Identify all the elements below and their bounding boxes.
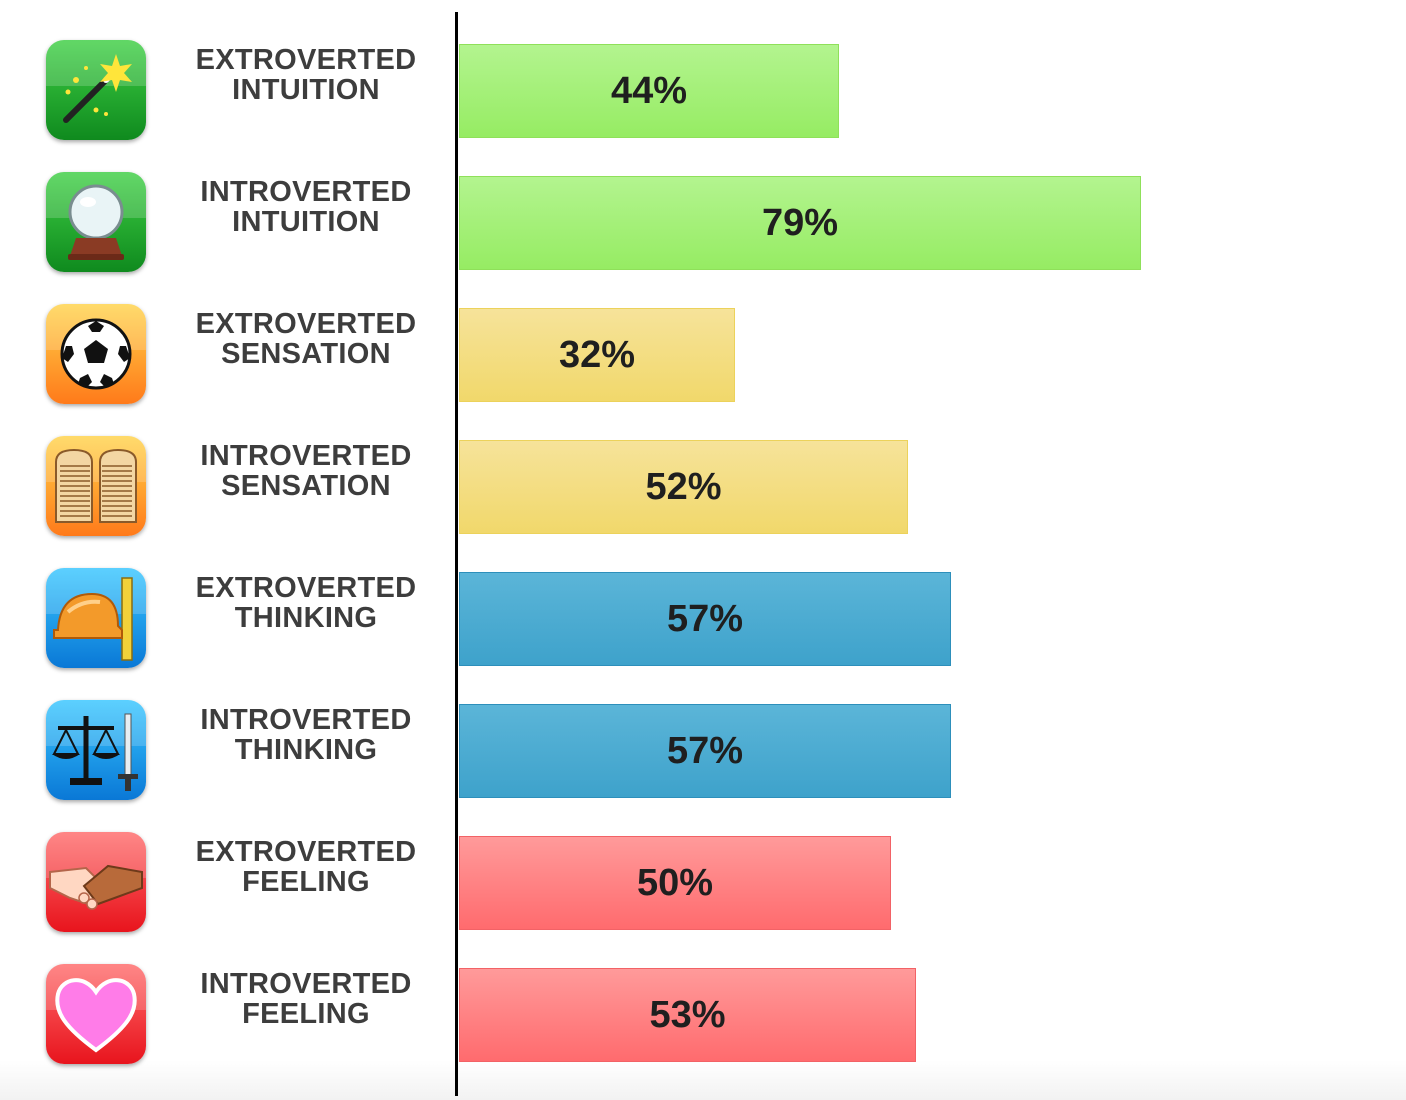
data-label: 57% [666, 729, 744, 772]
bar: 52% [459, 440, 908, 534]
category-label-line2: INTUITION [232, 206, 380, 238]
category-label: EXTROVERTED FEELING [166, 837, 446, 897]
data-label: 57% [666, 597, 744, 640]
bar: 57% [459, 704, 951, 798]
category-label-line1: INTROVERTED [200, 176, 412, 208]
stone-tablets-icon [46, 436, 146, 536]
category-label-line1: INTROVERTED [200, 968, 412, 1000]
category-label-line2: FEELING [242, 998, 370, 1030]
magic-wand-icon [46, 40, 146, 140]
scales-sword-icon [46, 700, 146, 800]
data-label: 79% [761, 201, 839, 244]
crystal-ball-icon [46, 172, 146, 272]
bar: 57% [459, 572, 951, 666]
category-label: INTROVERTED FEELING [166, 969, 446, 1029]
category-label-line1: EXTROVERTED [195, 836, 417, 868]
category-label-line1: EXTROVERTED [195, 572, 417, 604]
heart-icon [46, 964, 146, 1064]
axis-line [455, 12, 458, 1096]
category-label-line1: EXTROVERTED [195, 44, 417, 76]
category-label-line2: THINKING [234, 734, 378, 766]
category-label: INTROVERTED SENSATION [166, 441, 446, 501]
data-label: 44% [610, 69, 688, 112]
bar: 44% [459, 44, 839, 138]
data-label: 32% [558, 333, 636, 376]
bar: 79% [459, 176, 1141, 270]
category-label-line1: EXTROVERTED [195, 308, 417, 340]
data-label: 52% [645, 465, 722, 508]
bar: 32% [459, 308, 735, 402]
category-label: EXTROVERTED SENSATION [166, 309, 446, 369]
data-label: 53% [649, 993, 726, 1036]
category-label: EXTROVERTED THINKING [166, 573, 446, 633]
category-label-line1: INTROVERTED [200, 440, 412, 472]
bar: 50% [459, 836, 891, 930]
category-label: INTROVERTED INTUITION [166, 177, 446, 237]
category-label-line2: FEELING [242, 866, 370, 898]
category-label: INTROVERTED THINKING [166, 705, 446, 765]
data-label: 50% [636, 861, 714, 904]
hard-hat-ruler-icon [46, 568, 146, 668]
category-label: EXTROVERTED INTUITION [166, 45, 446, 105]
category-label-line2: SENSATION [221, 470, 391, 502]
category-label-line2: SENSATION [221, 338, 391, 370]
handshake-icon [46, 832, 146, 932]
bottom-fade [0, 1060, 1406, 1100]
category-label-line1: INTROVERTED [200, 704, 412, 736]
category-label-line2: INTUITION [232, 74, 380, 106]
bar: 53% [459, 968, 916, 1062]
soccer-ball-icon [46, 304, 146, 404]
category-label-line2: THINKING [234, 602, 378, 634]
